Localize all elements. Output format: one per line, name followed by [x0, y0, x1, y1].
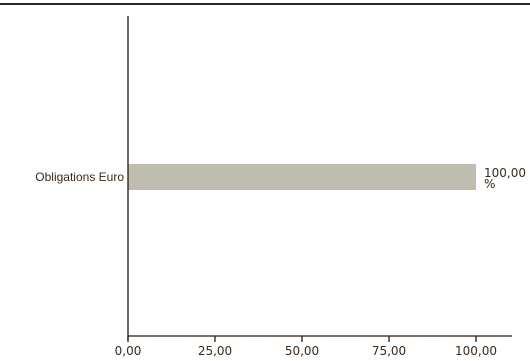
data-label: 100,00%: [484, 166, 526, 191]
x-tick-label: 0,00: [115, 344, 142, 358]
x-tick-label: 75,00: [372, 344, 406, 358]
plot-area: Obligations Euro 100,00 % 0,00 25,00 50,00 75,…: [35, 16, 526, 358]
bar-0: [128, 164, 476, 190]
x-tick-label: 100,00: [455, 344, 497, 358]
category-label: Obligations Euro: [35, 170, 124, 184]
x-tick-label: 25,00: [198, 344, 232, 358]
x-tick-label: 50,00: [285, 344, 319, 358]
